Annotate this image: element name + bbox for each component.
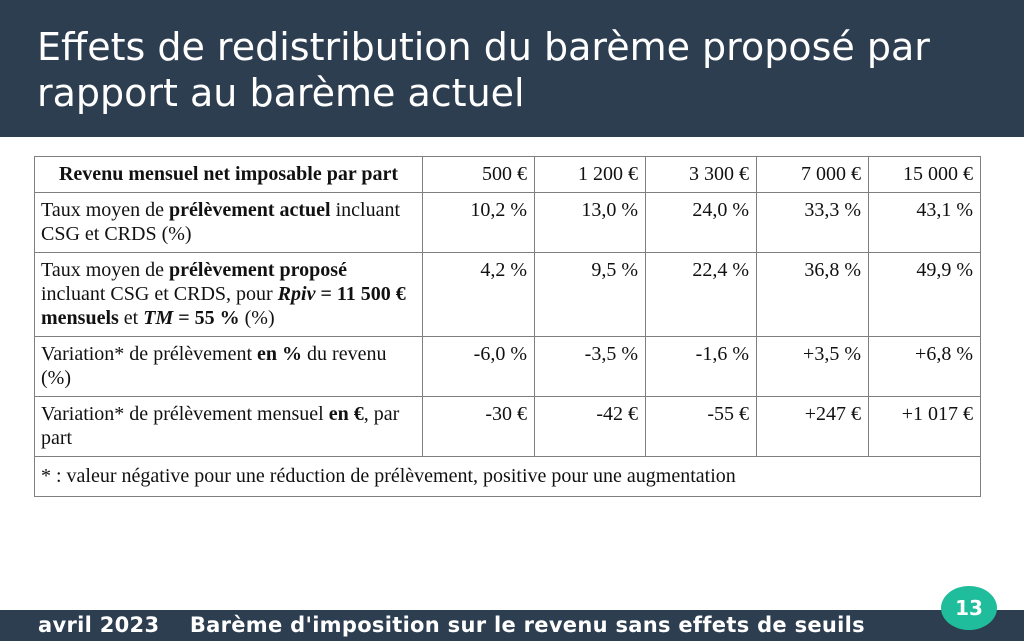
row-label-proposed-rate: Taux moyen de prélèvement proposé inclua… bbox=[34, 252, 423, 337]
label-bold: en € bbox=[328, 403, 364, 425]
row-label-current-rate: Taux moyen de prélèvement actuel incluan… bbox=[34, 192, 423, 253]
label-text: Taux moyen de bbox=[41, 199, 170, 221]
header-col-1200: 1 200 € bbox=[534, 156, 646, 193]
label-text: (%) bbox=[239, 307, 275, 329]
label-bold: prélèvement proposé bbox=[169, 259, 347, 281]
page-number-badge: 13 bbox=[941, 586, 997, 630]
table-row-current-rate: Taux moyen de prélèvement actuel incluan… bbox=[34, 192, 981, 253]
header-col-3300: 3 300 € bbox=[645, 156, 757, 193]
label-bold-italic: TM bbox=[143, 307, 174, 329]
row-label-variation-euro: Variation* de prélèvement mensuel en €, … bbox=[34, 396, 423, 457]
slide-title: Effets de redistribution du barème propo… bbox=[37, 25, 930, 115]
table-note-row: * : valeur négative pour une réduction d… bbox=[34, 456, 981, 497]
footer-text: avril 2023 Barème d'imposition sur le re… bbox=[38, 613, 865, 637]
table-row-proposed-rate: Taux moyen de prélèvement proposé inclua… bbox=[34, 252, 981, 337]
label-text: incluant CSG et CRDS, pour bbox=[41, 283, 278, 305]
table-cell: 36,8 % bbox=[756, 252, 869, 337]
table-header-row: Revenu mensuel net imposable par part 50… bbox=[34, 156, 981, 193]
table-cell: +6,8 % bbox=[868, 336, 981, 397]
label-bold: = 11 500 € mensuels bbox=[41, 283, 406, 329]
table-cell: -1,6 % bbox=[645, 336, 757, 397]
footer-bar bbox=[0, 610, 1024, 641]
table-cell: -6,0 % bbox=[422, 336, 535, 397]
table-cell: 33,3 % bbox=[756, 192, 869, 253]
redistribution-table: Revenu mensuel net imposable par part 50… bbox=[34, 156, 981, 497]
table-cell: 4,2 % bbox=[422, 252, 535, 337]
label-text: Variation* de prélèvement mensuel bbox=[41, 403, 329, 425]
table-cell: 24,0 % bbox=[645, 192, 757, 253]
table-cell: 43,1 % bbox=[868, 192, 981, 253]
table-cell: +1 017 € bbox=[868, 396, 981, 457]
label-bold-italic: Rpiv bbox=[277, 283, 316, 305]
header-label: Revenu mensuel net imposable par part bbox=[34, 156, 423, 193]
label-bold: en % bbox=[257, 343, 303, 365]
table-note: * : valeur négative pour une réduction d… bbox=[34, 456, 981, 497]
title-bar bbox=[0, 0, 1024, 137]
row-label-variation-percent: Variation* de prélèvement en % du revenu… bbox=[34, 336, 423, 397]
table-cell: -55 € bbox=[645, 396, 757, 457]
table-cell: +3,5 % bbox=[756, 336, 869, 397]
label-bold: prélèvement actuel bbox=[169, 199, 331, 221]
label-text: Variation* de prélèvement bbox=[41, 343, 258, 365]
table-cell: +247 € bbox=[756, 396, 869, 457]
label-text: du revenu (%) bbox=[41, 343, 387, 389]
table-cell: -42 € bbox=[534, 396, 646, 457]
table-cell: 10,2 % bbox=[422, 192, 535, 253]
table-row-variation-euro: Variation* de prélèvement mensuel en €, … bbox=[34, 396, 981, 457]
header-col-500: 500 € bbox=[422, 156, 535, 193]
table-cell: -30 € bbox=[422, 396, 535, 457]
label-bold: = 55 % bbox=[173, 307, 240, 329]
table-cell: -3,5 % bbox=[534, 336, 646, 397]
label-text: incluant CSG et CRDS (%) bbox=[41, 199, 401, 245]
label-text: et bbox=[118, 307, 144, 329]
table-row-variation-percent: Variation* de prélèvement en % du revenu… bbox=[34, 336, 981, 397]
label-text: Taux moyen de bbox=[41, 259, 170, 281]
table-cell: 9,5 % bbox=[534, 252, 646, 337]
header-col-15000: 15 000 € bbox=[868, 156, 981, 193]
header-col-7000: 7 000 € bbox=[756, 156, 869, 193]
table-cell: 13,0 % bbox=[534, 192, 646, 253]
table-cell: 49,9 % bbox=[868, 252, 981, 337]
label-text: , par part bbox=[41, 403, 400, 449]
table-cell: 22,4 % bbox=[645, 252, 757, 337]
